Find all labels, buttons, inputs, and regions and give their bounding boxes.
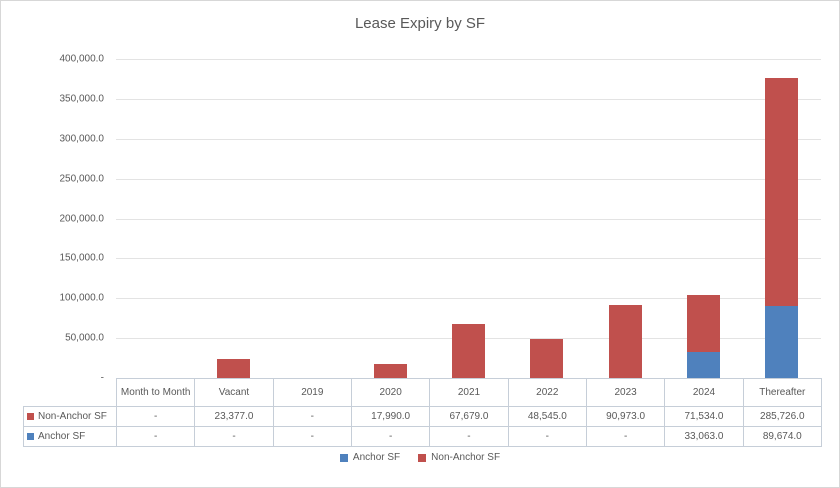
- category-column: [429, 59, 507, 378]
- bar-segment-non-anchor-sf[interactable]: [216, 359, 250, 378]
- table-header-cell: 2021: [429, 378, 509, 407]
- category-column: [351, 59, 429, 378]
- series-label-cell: Non-Anchor SF: [23, 406, 117, 427]
- chart-data-table: Month to Month Vacant 2019 2020 2021 2022 2023…: [23, 378, 822, 447]
- legend-item-anchor-sf[interactable]: Anchor SF: [339, 452, 401, 463]
- table-header-cell: 2019: [272, 378, 352, 407]
- table-header-cell: 2024: [664, 378, 744, 407]
- chart-title: Lease Expiry by SF: [354, 15, 486, 32]
- table-header-cell: Month to Month: [115, 378, 196, 407]
- bar-segment-non-anchor-sf[interactable]: [373, 364, 407, 378]
- table-value-cell: -: [350, 426, 431, 447]
- gridline: [116, 59, 821, 60]
- bar-segment-anchor-sf[interactable]: [686, 352, 720, 378]
- plot-area: [116, 59, 821, 378]
- table-value-cell: 17,990.0: [350, 406, 431, 427]
- gridline: [116, 179, 821, 180]
- chart-legend: Anchor SF Non-Anchor SF: [1, 452, 839, 463]
- y-axis-label: 400,000.0: [59, 53, 105, 65]
- gridline: [116, 219, 821, 220]
- anchor-sf-key-swatch-icon: [27, 432, 34, 440]
- table-value-cell: 71,534.0: [664, 406, 744, 427]
- table-value-cell: 89,674.0: [742, 426, 822, 447]
- table-value-cell: -: [115, 406, 196, 427]
- table-value-cell: 48,545.0: [507, 406, 587, 427]
- legend-item-non-anchor-sf[interactable]: Non-Anchor SF: [418, 452, 500, 463]
- table-value-cell: -: [507, 426, 587, 447]
- category-column: [194, 59, 272, 378]
- gridline: [116, 258, 821, 259]
- bar-segment-non-anchor-sf[interactable]: [608, 305, 642, 378]
- gridline: [116, 99, 821, 100]
- table-row: Non-Anchor SF -23,377.0-17,990.0 67,679.0 4…: [23, 406, 822, 427]
- y-axis-label: 250,000.0: [59, 173, 105, 185]
- table-corner-cell: [24, 379, 117, 407]
- y-axis-label: 200,000.0: [59, 213, 105, 225]
- y-axis-label: 300,000.0: [59, 133, 105, 145]
- y-axis-label: 150,000.0: [59, 252, 105, 264]
- y-axis: 400,000.0 350,000.0 300,000.0 250,000.0 200,…: [1, 54, 105, 384]
- bar-segment-anchor-sf[interactable]: [765, 306, 799, 378]
- y-axis-label: 50,000.0: [65, 332, 104, 344]
- table-value-cell: 90,973.0: [585, 406, 666, 427]
- table-header-cell: 2022: [507, 378, 587, 407]
- y-axis-label: 350,000.0: [59, 93, 105, 105]
- category-column: [273, 59, 351, 378]
- category-column: [743, 59, 821, 378]
- legend-swatch-icon: [339, 453, 348, 462]
- table-value-cell: -: [585, 426, 666, 447]
- table-value-cell: 33,063.0: [664, 426, 744, 447]
- table-header-cell: Vacant: [194, 378, 274, 407]
- table-value-cell: 67,679.0: [429, 406, 509, 427]
- category-column: [508, 59, 586, 378]
- table-header-cell: Thereafter: [742, 378, 822, 407]
- table-value-cell: -: [194, 426, 274, 447]
- table-value-cell: -: [115, 426, 196, 447]
- table-value-cell: -: [429, 426, 509, 447]
- legend-label: Anchor SF: [352, 452, 401, 463]
- category-column: [664, 59, 742, 378]
- bar-segment-non-anchor-sf[interactable]: [530, 339, 564, 378]
- bar-segment-non-anchor-sf[interactable]: [451, 324, 485, 378]
- gridline: [116, 139, 821, 140]
- table-value-cell: -: [272, 406, 352, 427]
- series-label-cell: Anchor SF: [23, 426, 117, 447]
- table-value-cell: 285,726.0: [742, 406, 822, 427]
- legend-swatch-icon: [418, 453, 427, 462]
- gridline: [116, 298, 821, 299]
- table-value-cell: -: [272, 426, 352, 447]
- table-header-cell: 2020: [350, 378, 431, 407]
- bar-segment-non-anchor-sf[interactable]: [686, 295, 720, 352]
- y-axis-label: -: [100, 372, 104, 384]
- table-header-cell: 2023: [585, 378, 666, 407]
- table-row: Anchor SF - - - - - - -33,063.0 89,674.0: [23, 426, 822, 447]
- category-column: [586, 59, 664, 378]
- plot-columns: [116, 59, 821, 378]
- legend-label: Non-Anchor SF: [431, 452, 501, 463]
- category-column: [116, 59, 194, 378]
- non-anchor-sf-key-swatch-icon: [27, 412, 34, 420]
- table-value-cell: 23,377.0: [194, 406, 274, 427]
- bar-segment-non-anchor-sf[interactable]: [765, 78, 799, 306]
- y-axis-label: 100,000.0: [59, 292, 105, 304]
